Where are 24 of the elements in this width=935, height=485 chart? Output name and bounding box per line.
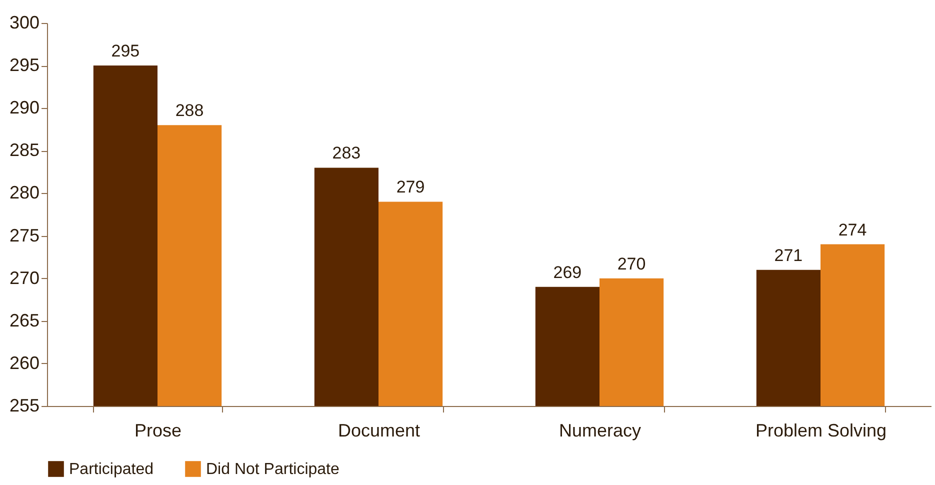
- x-tick-label: Numeracy: [558, 420, 642, 440]
- y-tick-label: 285: [9, 140, 40, 160]
- y-tick-label: 280: [9, 182, 40, 203]
- data-label: 288: [175, 101, 204, 120]
- x-tick-label: Prose: [134, 420, 182, 440]
- data-label: 271: [774, 246, 803, 265]
- data-label: 274: [838, 220, 867, 240]
- data-label: 295: [111, 42, 140, 61]
- legend-label: Participated: [69, 461, 154, 478]
- y-tick-label: 290: [9, 98, 40, 118]
- y-tick-label: 300: [9, 12, 40, 32]
- data-label: 269: [553, 262, 582, 282]
- legend-label: Did Not Participate: [206, 461, 340, 478]
- data-label: 270: [617, 254, 646, 274]
- x-tick-label: Document: [338, 420, 420, 440]
- y-tick-label: 270: [9, 268, 40, 288]
- y-tick-label: 295: [9, 55, 40, 76]
- y-tick-label: 275: [9, 225, 40, 246]
- y-tick-label: 255: [9, 396, 40, 416]
- x-tick-label: Problem Solving: [755, 420, 887, 440]
- data-label: 279: [396, 178, 425, 197]
- y-tick-label: 260: [9, 352, 40, 373]
- y-tick-label: 265: [9, 310, 40, 330]
- data-label: 283: [332, 144, 361, 163]
